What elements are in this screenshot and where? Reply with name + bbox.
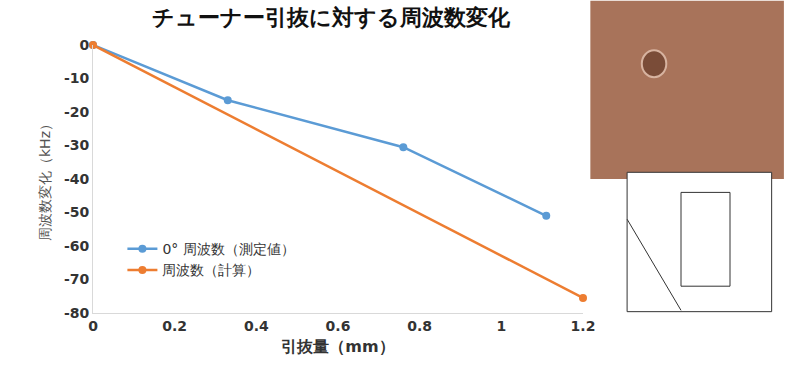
svg-text:-80: -80 <box>64 305 90 321</box>
svg-text:0.6: 0.6 <box>326 318 351 334</box>
svg-text:周波数変化（kHz）: 周波数変化（kHz） <box>37 117 53 241</box>
svg-text:1.2: 1.2 <box>571 318 596 334</box>
svg-text:1: 1 <box>496 318 506 334</box>
svg-text:周波数（計算）: 周波数（計算） <box>162 262 260 278</box>
svg-text:-30: -30 <box>64 137 90 153</box>
svg-text:0.4: 0.4 <box>244 318 269 334</box>
svg-text:0: 0 <box>79 37 89 53</box>
svg-text:-40: -40 <box>64 171 90 187</box>
svg-text:-70: -70 <box>64 271 90 287</box>
svg-text:0: 0 <box>88 318 98 334</box>
svg-text:引抜量（mm）: 引抜量（mm） <box>281 337 394 356</box>
svg-text:-50: -50 <box>64 204 90 220</box>
svg-text:0.8: 0.8 <box>407 318 432 334</box>
svg-text:-10: -10 <box>64 70 90 86</box>
svg-text:0° 周波数（測定値）: 0° 周波数（測定値） <box>162 241 294 257</box>
svg-text:チューナー引抜に対する周波数変化: チューナー引抜に対する周波数変化 <box>152 5 511 30</box>
svg-text:0.2: 0.2 <box>162 318 187 334</box>
svg-text:-20: -20 <box>64 104 90 120</box>
svg-text:-60: -60 <box>64 238 90 254</box>
